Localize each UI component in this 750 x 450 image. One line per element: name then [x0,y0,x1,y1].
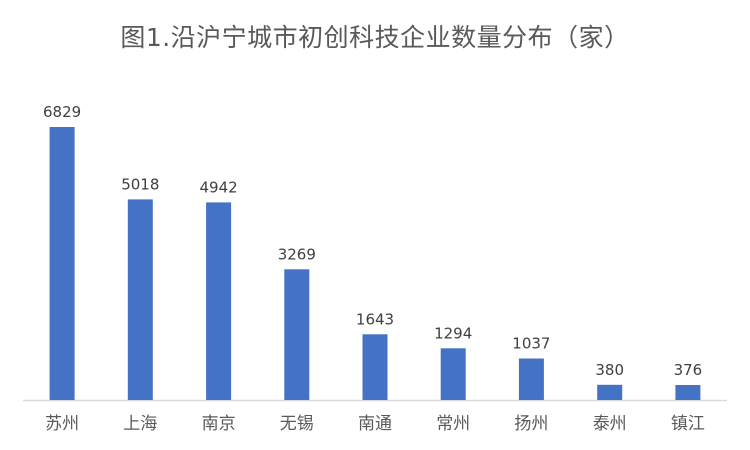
x-tick-label: 无锡 [280,414,314,434]
x-tick-label: 上海 [123,414,157,434]
data-label: 380 [595,361,624,379]
x-tick-label: 南京 [202,414,236,434]
chart-title: 图1.沿沪宁城市初创科技企业数量分布（家） [120,23,630,52]
x-tick-label: 常州 [436,414,470,434]
x-tick-label: 苏州 [45,414,79,434]
data-label: 6829 [43,103,81,121]
bar [440,348,466,400]
bar [49,127,75,400]
bar [284,269,310,400]
data-label: 4942 [200,178,238,196]
x-tick-label: 泰州 [593,414,627,434]
data-label: 5018 [121,175,159,193]
data-label: 376 [674,361,703,379]
x-tick-label: 南通 [358,414,392,434]
x-tick-label: 扬州 [514,414,548,434]
bar [362,334,388,400]
data-label: 1294 [434,324,472,342]
bar [675,385,701,400]
bar [518,358,544,400]
bar [127,199,153,400]
data-label: 1037 [512,335,550,353]
data-labels-group: 6829 5018 4942 3269 1643 1294 1037 380 376 [43,103,702,379]
data-label: 3269 [278,245,316,263]
bar [597,384,623,400]
bar [206,202,232,400]
x-tick-labels-group: 苏州 上海 南京 无锡 南通 常州 扬州 泰州 镇江 [45,414,705,434]
data-label: 1643 [356,310,394,328]
x-tick-label: 镇江 [671,414,705,434]
bars-group [49,127,701,400]
